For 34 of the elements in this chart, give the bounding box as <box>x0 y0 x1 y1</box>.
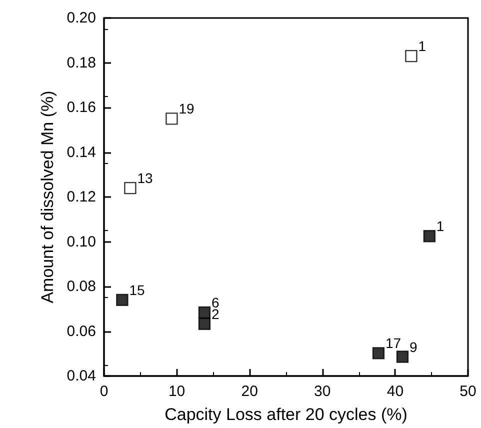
y-tick-label: 0.10 <box>66 233 96 250</box>
y-axis-title: Amount of dissolved Mn (%) <box>38 90 57 304</box>
x-axis-title: Capcity Loss after 20 cycles (%) <box>164 405 408 424</box>
x-tick-label: 20 <box>241 383 258 400</box>
y-tick-label: 0.04 <box>66 368 96 384</box>
point <box>405 50 418 62</box>
annotation: 15 <box>129 282 145 298</box>
x-tick-label: 40 <box>386 383 404 400</box>
annotation: 13 <box>137 170 153 186</box>
y-tick-label: 0.14 <box>66 144 96 161</box>
y-tick-label: 0.06 <box>66 322 96 340</box>
y-tick-label: 0.08 <box>66 278 96 295</box>
x-tick-label: 0 <box>100 383 108 400</box>
annotation: 6 <box>211 294 220 310</box>
x-tick-label: 30 <box>314 383 331 400</box>
y-tick-label: 0.18 <box>66 54 96 72</box>
annotation: 1 <box>418 38 426 54</box>
annotation: 19 <box>178 100 194 117</box>
annotation: 9 <box>409 338 418 355</box>
point <box>166 112 178 125</box>
point <box>396 350 409 363</box>
x-tick-label: 10 <box>168 383 186 400</box>
point <box>124 182 136 194</box>
point <box>198 318 211 330</box>
point <box>116 294 128 306</box>
point <box>372 347 385 360</box>
annotation: 1 <box>436 218 444 234</box>
x-tick-label: 50 <box>460 383 476 400</box>
point <box>423 230 436 242</box>
y-tick-label: 0.20 <box>66 10 96 26</box>
y-tick-label: 0.16 <box>66 99 96 116</box>
annotation: 17 <box>385 335 402 352</box>
point <box>198 306 211 319</box>
y-tick-label: 0.12 <box>66 188 96 206</box>
